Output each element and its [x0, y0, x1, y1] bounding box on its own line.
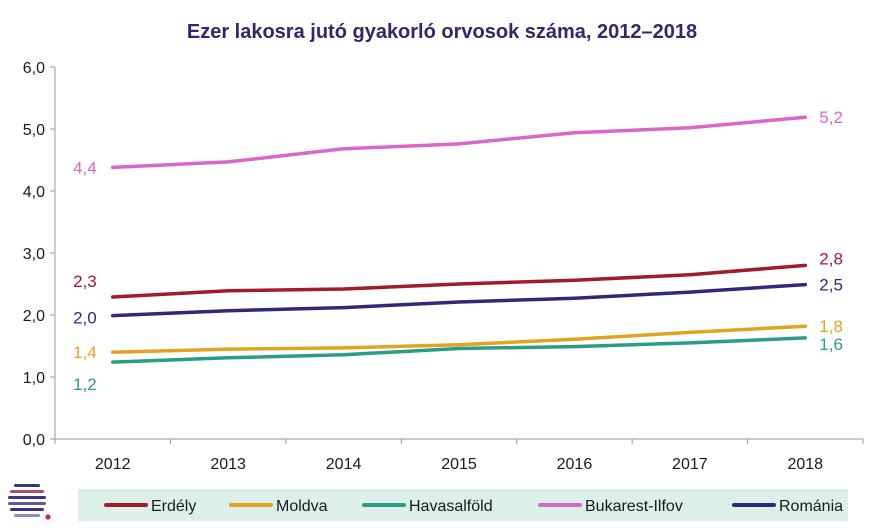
x-tick-label: 2017 [672, 456, 708, 473]
series-line [110, 282, 808, 318]
y-tick-label: 2,0 [23, 308, 45, 325]
y-tick-label: 0,0 [23, 432, 45, 449]
x-tick-label: 2012 [95, 456, 131, 473]
data-label-end: 2,8 [819, 249, 843, 268]
series-line [110, 336, 808, 364]
x-tick-label: 2016 [557, 456, 593, 473]
data-label-end: 1,8 [819, 317, 843, 336]
series-line [110, 263, 808, 299]
data-label-start: 1,2 [73, 375, 97, 394]
x-tick-label: 2013 [210, 456, 246, 473]
striped-circle-logo-icon [8, 484, 51, 520]
x-tick-label: 2014 [326, 456, 362, 473]
axes: 0,0 1,0 2,0 3,0 4,0 5,0 6,0 2012 2013 2014 2015 201… [23, 60, 864, 473]
data-label-start: 1,4 [73, 343, 97, 362]
legend-label: Erdély [151, 498, 196, 515]
y-tick-label: 4,0 [23, 184, 45, 201]
data-label-start: 4,4 [73, 158, 97, 177]
legend-label: Moldva [276, 498, 328, 515]
data-label-start: 2,3 [73, 272, 97, 291]
legend-box [78, 489, 848, 521]
data-label-end: 5,2 [819, 108, 843, 127]
y-tick-label: 1,0 [23, 370, 45, 387]
legend: Erdély Moldva Havasalföld Bukarest-Ilfov Rom… [104, 498, 843, 515]
series-line [110, 324, 808, 354]
data-label-start: 2,0 [73, 309, 97, 328]
x-tick-label: 2018 [787, 456, 823, 473]
legend-label: Havasalföld [409, 498, 493, 515]
series-line [110, 115, 808, 170]
chart-title: Ezer lakosra jutó gyakorló orvosok száma… [187, 21, 697, 43]
y-tick-label: 3,0 [23, 246, 45, 263]
legend-label: Románia [779, 498, 843, 515]
y-tick-label: 6,0 [23, 60, 45, 77]
data-label-end: 2,5 [819, 276, 843, 295]
legend-label: Bukarest-Ilfov [585, 498, 683, 515]
data-label-end: 1,6 [819, 335, 843, 354]
y-tick-label: 5,0 [23, 122, 45, 139]
x-tick-label: 2015 [441, 456, 477, 473]
data-labels: 2,3 2,8 1,4 1,8 1,2 1,6 4,4 5,2 2,0 2,5 [73, 108, 843, 394]
series-lines [110, 115, 808, 364]
